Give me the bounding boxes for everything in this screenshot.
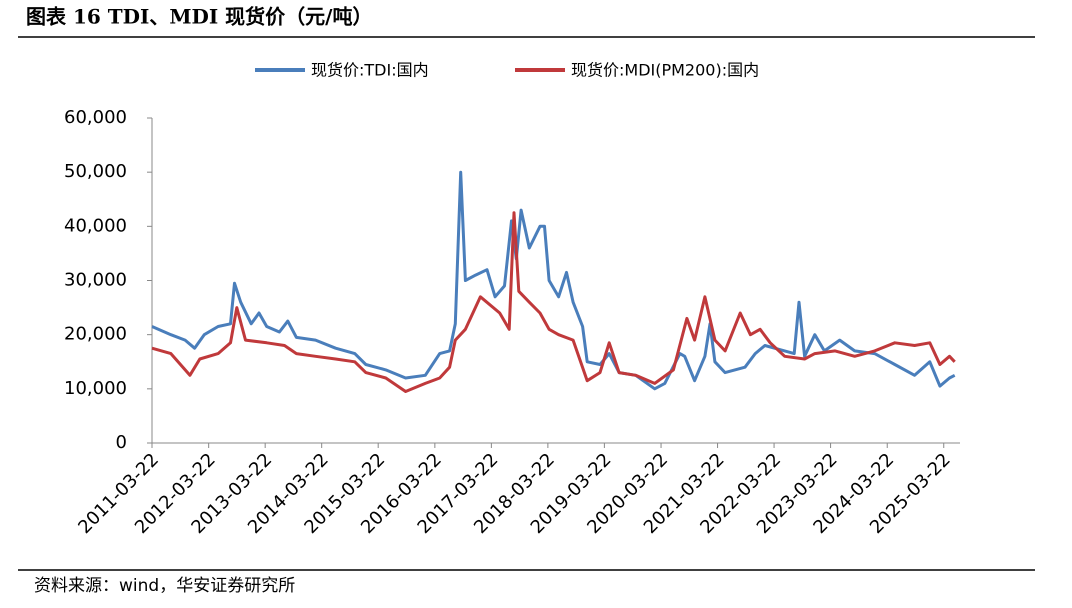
y-tick-label: 20,000 xyxy=(64,324,127,345)
y-tick-label: 0 xyxy=(116,432,127,453)
y-tick-label: 60,000 xyxy=(64,107,127,128)
y-tick-label: 30,000 xyxy=(64,270,127,291)
legend-label: 现货价:MDI(PM200):国内 xyxy=(571,61,759,80)
y-tick-label: 10,000 xyxy=(64,378,127,399)
source: 资料来源：wind，华安证券研究所 xyxy=(34,576,295,596)
chart-title: 图表 16 TDI、MDI 现货价（元/吨） xyxy=(26,5,372,29)
series-line xyxy=(151,170,956,391)
y-tick-label: 50,000 xyxy=(64,161,127,182)
y-tick-label: 40,000 xyxy=(64,215,127,236)
series-line xyxy=(151,211,956,393)
legend-label: 现货价:TDI:国内 xyxy=(311,61,429,80)
